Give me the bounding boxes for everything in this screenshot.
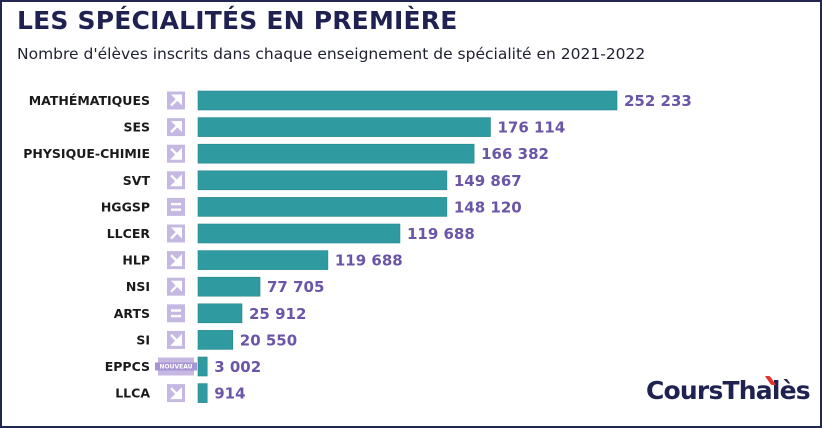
stable-equals-icon-lower <box>171 314 181 318</box>
value-label: 148 120 <box>454 198 522 216</box>
trend-up-arrowhead <box>171 94 182 106</box>
trend-down-arrowhead <box>170 387 182 400</box>
trend-down-arrowhead <box>170 147 182 160</box>
bar-llcer <box>197 223 401 244</box>
bar-ses <box>197 117 491 137</box>
bar-math-matiques <box>197 90 618 111</box>
category-label: EPPCS <box>105 359 150 374</box>
bar-arts <box>197 303 243 324</box>
trend-badge-bg <box>167 197 185 216</box>
category-label: MATHÉMATIQUES <box>29 93 150 108</box>
bar-llca <box>197 383 208 403</box>
value-label: 119 688 <box>335 252 403 270</box>
trend-down-arrowhead <box>170 254 182 267</box>
bar-nsi <box>197 276 261 297</box>
category-label: ARTS <box>114 306 150 321</box>
coursthales-logo: CoursThalès <box>646 376 811 405</box>
bar-eppcs <box>197 356 208 377</box>
nouveau-badge-band <box>155 362 197 371</box>
stable-equals-icon <box>171 202 181 206</box>
bar-si <box>197 330 234 350</box>
stable-equals-icon <box>171 309 181 312</box>
value-label: 20 550 <box>240 331 297 349</box>
value-label: 252 233 <box>624 92 692 110</box>
trend-up-arrowhead <box>171 121 182 133</box>
stable-equals-icon-lower <box>171 208 181 211</box>
bar-svt <box>197 170 448 191</box>
nouveau-badge-label: NOUVEAU <box>159 364 192 371</box>
value-label: 3 002 <box>214 358 261 376</box>
category-label: LLCER <box>107 226 151 241</box>
bar-physique-chimie <box>197 143 475 164</box>
trend-down-arrowhead <box>170 333 182 346</box>
value-label: 149 867 <box>454 172 522 190</box>
chart-subtitle: Nombre d'élèves inscrits dans chaque ens… <box>17 45 646 63</box>
bar-hggsp <box>197 197 448 217</box>
value-label: 119 688 <box>407 225 475 243</box>
trend-badge-bg <box>167 304 185 323</box>
value-label: 914 <box>214 385 245 403</box>
value-label: 176 114 <box>497 119 565 137</box>
value-label: 166 382 <box>481 145 549 163</box>
trend-up-arrowhead <box>171 280 182 292</box>
category-label: NSI <box>126 279 150 294</box>
category-label: HLP <box>122 253 150 268</box>
value-label: 25 912 <box>249 305 306 323</box>
category-label: HGGSP <box>101 199 150 214</box>
value-label: 77 705 <box>267 278 324 296</box>
category-label: LLCA <box>115 386 150 401</box>
category-label: PHYSIQUE-CHIMIE <box>23 146 150 161</box>
trend-down-arrowhead <box>170 174 182 187</box>
category-label: SVT <box>123 173 151 188</box>
chart-title: LES SPÉCIALITÉS EN PREMIÈRE <box>17 6 458 35</box>
bar-hlp <box>197 250 329 270</box>
category-label: SI <box>136 332 150 347</box>
category-label: SES <box>123 120 150 135</box>
trend-up-arrowhead <box>171 227 182 239</box>
